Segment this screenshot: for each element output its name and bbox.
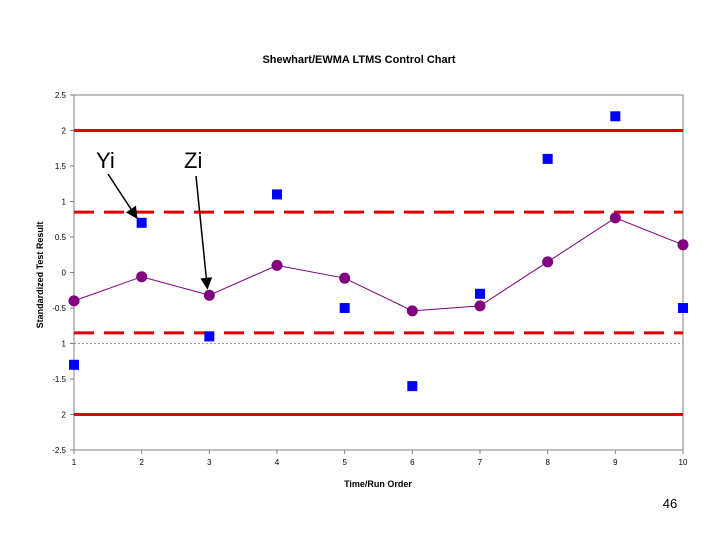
yi-point — [678, 303, 688, 313]
y-tick-label: -1.5 — [52, 375, 66, 384]
y-tick-label: 0.5 — [55, 233, 67, 242]
x-tick-label: 7 — [478, 458, 483, 467]
ewma-line — [73, 217, 684, 312]
x-tick-label: 6 — [410, 458, 415, 467]
annotation-arrow — [195, 175, 213, 290]
chart-title: Shewhart/EWMA LTMS Control Chart — [262, 54, 455, 66]
annotation-arrow — [107, 173, 138, 220]
x-tick-label: 1 — [72, 458, 77, 467]
annotation-yi: Yi — [96, 148, 115, 173]
reference-lines — [74, 129, 683, 416]
x-tick-label: 3 — [207, 458, 212, 467]
y-tick-label: 1 — [62, 198, 67, 207]
zi-point — [406, 305, 418, 317]
x-tick-label: 2 — [139, 458, 144, 467]
y-tick-label: -2.5 — [52, 446, 66, 455]
yi-point — [69, 359, 79, 370]
yi-point — [475, 288, 485, 299]
y-tick-label: 1.5 — [55, 162, 67, 171]
x-tick-label: 8 — [545, 458, 550, 467]
yi-point — [610, 111, 621, 122]
y-tick-label: 2.5 — [55, 91, 67, 100]
y-axis-label: Standardized Test Result — [35, 222, 45, 329]
x-tick-label: 5 — [342, 458, 347, 467]
y-tick-label: 0 — [62, 269, 67, 278]
zi-point — [271, 259, 283, 271]
yi-point — [272, 189, 282, 200]
page-number: 46 — [662, 496, 678, 511]
zi-point — [609, 212, 621, 224]
zi-point — [136, 271, 148, 283]
data-points — [68, 111, 689, 392]
annotations: Yi Zi — [96, 148, 213, 290]
y-tick-label: 1 — [62, 340, 67, 349]
zi-point — [677, 239, 689, 251]
yi-point — [339, 303, 350, 313]
zi-point — [542, 256, 554, 268]
x-tick-label: 10 — [679, 458, 688, 467]
x-axis-label: Time/Run Order — [344, 479, 412, 489]
x-tick-label: 9 — [613, 458, 618, 467]
annotation-zi: Zi — [184, 148, 202, 173]
zi-point — [474, 300, 486, 312]
x-tick-label: 4 — [275, 458, 280, 467]
zi-point — [203, 289, 215, 301]
y-tick-label: 2 — [62, 411, 67, 420]
y-tick-label: 2 — [62, 127, 67, 136]
ewma-series — [73, 217, 684, 312]
x-axis-ticks: 1 2 3 4 5 6 7 8 9 10 — [72, 450, 688, 467]
zi-point — [68, 295, 80, 307]
yi-point — [136, 217, 147, 228]
yi-point — [407, 381, 418, 392]
yi-point — [204, 331, 215, 342]
y-tick-label: -0.5 — [52, 304, 66, 313]
y-axis-ticks: 2.5 2 1.5 1 0.5 0 -0.5 1 -1.5 2 -2.5 — [52, 91, 74, 455]
zi-point — [339, 272, 351, 284]
plot-area — [73, 94, 684, 451]
yi-point — [542, 153, 553, 164]
